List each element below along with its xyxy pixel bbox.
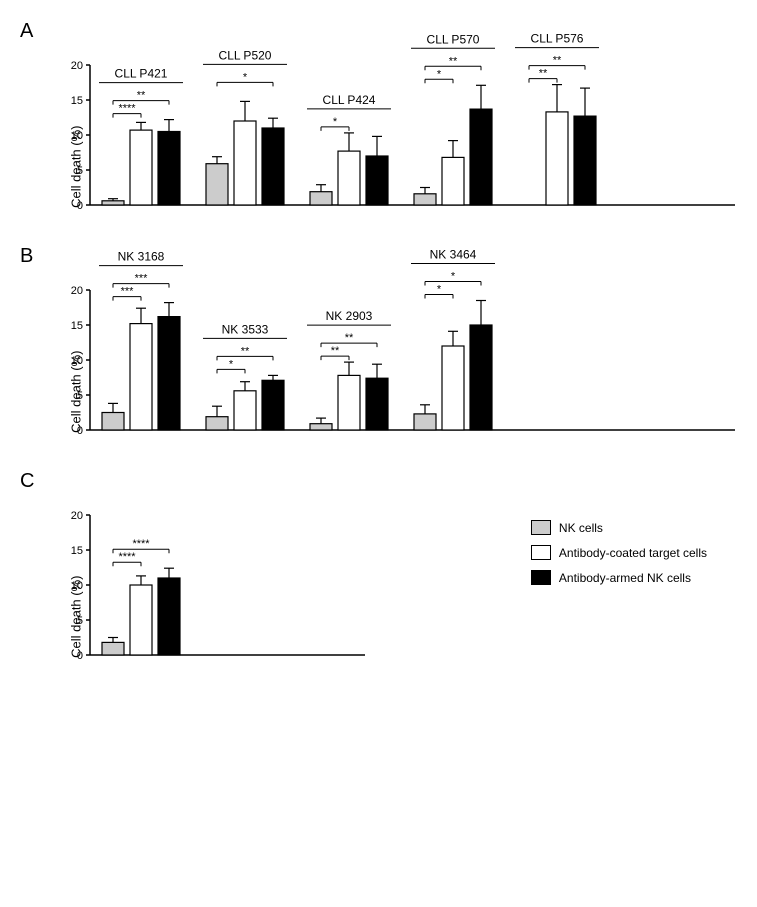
legend-swatch-coated (531, 545, 551, 560)
panel-c: C Cell death (%) 05101520******** NK cel… (20, 470, 737, 665)
legend-label-nk: NK cells (559, 521, 603, 535)
legend-label-armed: Antibody-armed NK cells (559, 571, 691, 585)
svg-text:*: * (243, 71, 248, 83)
svg-text:**: ** (241, 345, 250, 357)
svg-text:NK 3464: NK 3464 (430, 248, 477, 262)
svg-text:**: ** (553, 55, 562, 67)
svg-text:**: ** (539, 68, 548, 80)
svg-text:CLL P570: CLL P570 (427, 32, 480, 46)
svg-text:***: *** (135, 273, 149, 285)
svg-text:****: **** (118, 551, 136, 563)
svg-text:20: 20 (71, 60, 83, 72)
svg-text:CLL P520: CLL P520 (219, 48, 272, 62)
panel-b-label: B (20, 245, 33, 268)
svg-text:*: * (437, 284, 442, 296)
svg-text:*: * (451, 271, 456, 283)
svg-text:*: * (437, 68, 442, 80)
chart-b-svg: 05101520NK 3168******NK 3533***NK 2903**… (55, 245, 740, 440)
svg-text:20: 20 (71, 285, 83, 297)
svg-text:CLL P424: CLL P424 (323, 93, 376, 107)
chart-b-area: Cell death (%) 05101520NK 3168******NK 3… (55, 245, 737, 440)
svg-text:15: 15 (71, 95, 83, 107)
svg-text:20: 20 (71, 510, 83, 522)
legend-swatch-nk (531, 520, 551, 535)
panel-a-label: A (20, 20, 33, 43)
svg-text:15: 15 (71, 545, 83, 557)
legend-item-coated: Antibody-coated target cells (531, 545, 707, 560)
legend-label-coated: Antibody-coated target cells (559, 546, 707, 560)
chart-c-area: Cell death (%) 05101520******** (55, 470, 375, 665)
svg-text:**: ** (137, 90, 146, 102)
svg-text:***: *** (121, 286, 135, 298)
chart-a-svg: 05101520CLL P421******CLL P520*CLL P424*… (55, 20, 740, 215)
panel-a: A Cell death (%) 05101520CLL P421******C… (20, 20, 737, 215)
svg-text:**: ** (345, 332, 354, 344)
panel-b: B Cell death (%) 05101520NK 3168******NK… (20, 245, 737, 440)
svg-text:CLL P421: CLL P421 (115, 67, 168, 81)
svg-text:NK 3168: NK 3168 (118, 250, 165, 264)
chart-a-area: Cell death (%) 05101520CLL P421******CLL… (55, 20, 737, 215)
ylabel-b: Cell death (%) (69, 350, 84, 432)
svg-text:15: 15 (71, 320, 83, 332)
svg-text:*: * (333, 116, 338, 128)
svg-text:*: * (229, 358, 234, 370)
chart-c-svg: 05101520******** (55, 470, 370, 665)
ylabel-c: Cell death (%) (69, 575, 84, 657)
svg-text:**: ** (449, 55, 458, 67)
legend-item-armed: Antibody-armed NK cells (531, 570, 707, 585)
svg-text:****: **** (118, 103, 136, 115)
legend-swatch-armed (531, 570, 551, 585)
ylabel-a: Cell death (%) (69, 125, 84, 207)
svg-text:CLL P576: CLL P576 (531, 32, 584, 46)
panel-c-label: C (20, 470, 34, 493)
legend: NK cells Antibody-coated target cells An… (531, 520, 707, 595)
svg-text:NK 3533: NK 3533 (222, 322, 269, 336)
svg-text:NK 2903: NK 2903 (326, 309, 373, 323)
svg-text:****: **** (132, 538, 150, 550)
legend-item-nk: NK cells (531, 520, 707, 535)
svg-text:**: ** (331, 345, 340, 357)
